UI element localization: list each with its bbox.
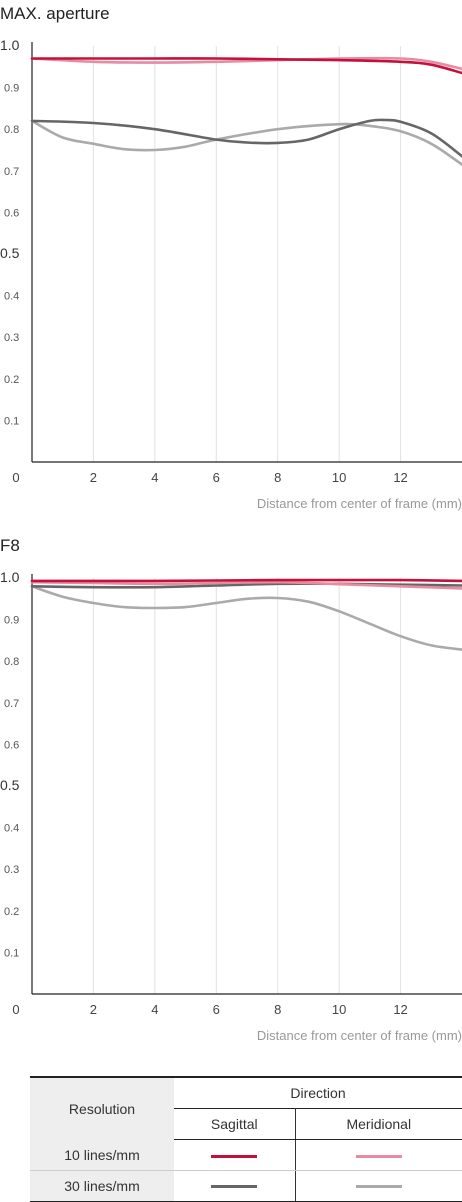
y-tick-label: 0.3 xyxy=(4,332,19,344)
y-tick-label: 0.9 xyxy=(4,83,19,95)
series-line-sag30 xyxy=(30,582,462,589)
y-tick-label: 0.6 xyxy=(4,207,19,219)
x-tick-label: 2 xyxy=(90,1002,97,1017)
x-tick-label: 2 xyxy=(90,470,97,485)
mtf-chart-f8: 1.0 0.9 0.8 0.7 0.6 0.5 0.4 0.3 0.2 0.1 0 2 4 6 8 10 12 D… xyxy=(0,569,462,1043)
x-tick-label: 12 xyxy=(393,1002,407,1017)
y-tick-label: 0.5 xyxy=(0,777,20,793)
chart-title-max-aperture: MAX. aperture xyxy=(0,4,110,23)
y-tick-label: 0.8 xyxy=(4,656,19,668)
x-tick-label: 0 xyxy=(12,1002,19,1017)
y-tick-label: 0.1 xyxy=(4,415,19,427)
y-tick-label: 0.9 xyxy=(4,615,19,627)
swatch-sagittal-10 xyxy=(211,1154,258,1158)
series-line-sag10 xyxy=(30,578,462,583)
swatch-meridional-30 xyxy=(355,1185,402,1189)
legend-row-10lines: 10 lines/mm xyxy=(30,1139,462,1171)
legend-row-label: 30 lines/mm xyxy=(30,1170,174,1202)
series-line-mer10 xyxy=(30,580,462,590)
series-line-mer30 xyxy=(30,585,462,651)
x-tick-label: 8 xyxy=(274,1002,281,1017)
x-tick-label: 4 xyxy=(151,470,158,485)
y-tick-label: 0.5 xyxy=(0,245,20,261)
mtf-chart-max-aperture: 1.0 0.9 0.8 0.7 0.6 0.5 0.4 0.3 0.2 0.1 0 2 4 6 8 10 12 D… xyxy=(0,37,462,511)
swatch-sagittal-30 xyxy=(211,1185,258,1189)
x-tick-label: 6 xyxy=(213,470,220,485)
x-tick-label: 10 xyxy=(332,1002,346,1017)
x-tick-label: 6 xyxy=(213,1002,220,1017)
legend-resolution-header: Resolution xyxy=(30,1076,174,1140)
y-tick-label: 0.1 xyxy=(4,947,19,959)
y-tick-label: 0.7 xyxy=(4,698,19,710)
y-tick-label: 0.4 xyxy=(4,823,19,835)
swatch-meridional-10 xyxy=(355,1154,402,1158)
legend-sagittal-header: Sagittal xyxy=(174,1108,296,1140)
y-tick-label: 1.0 xyxy=(0,569,20,585)
x-tick-label: 12 xyxy=(393,470,407,485)
legend-table: Resolution Direction Sagittal Meridional… xyxy=(30,1076,462,1202)
x-tick-label: 10 xyxy=(332,470,346,485)
x-axis-label: Distance from center of frame (mm) xyxy=(257,1028,462,1043)
x-axis-label: Distance from center of frame (mm) xyxy=(257,496,462,511)
y-tick-label: 0.4 xyxy=(4,291,19,303)
legend-row-30lines: 30 lines/mm xyxy=(30,1170,462,1202)
series-line-sag10 xyxy=(30,57,462,75)
y-tick-label: 0.2 xyxy=(4,374,19,386)
x-tick-label: 0 xyxy=(12,470,19,485)
chart-title-f8: F8 xyxy=(0,536,20,555)
y-tick-label: 0.8 xyxy=(4,124,19,136)
series-line-sag30 xyxy=(30,118,462,158)
legend-meridional-header: Meridional xyxy=(295,1108,462,1140)
x-tick-label: 4 xyxy=(151,1002,158,1017)
y-tick-label: 0.6 xyxy=(4,739,19,751)
y-tick-label: 1.0 xyxy=(0,37,20,53)
y-tick-label: 0.7 xyxy=(4,166,19,178)
y-tick-label: 0.2 xyxy=(4,906,19,918)
legend-row-label: 10 lines/mm xyxy=(30,1139,174,1171)
x-tick-label: 8 xyxy=(274,470,281,485)
legend-direction-header: Direction xyxy=(174,1076,462,1109)
y-tick-label: 0.3 xyxy=(4,864,19,876)
